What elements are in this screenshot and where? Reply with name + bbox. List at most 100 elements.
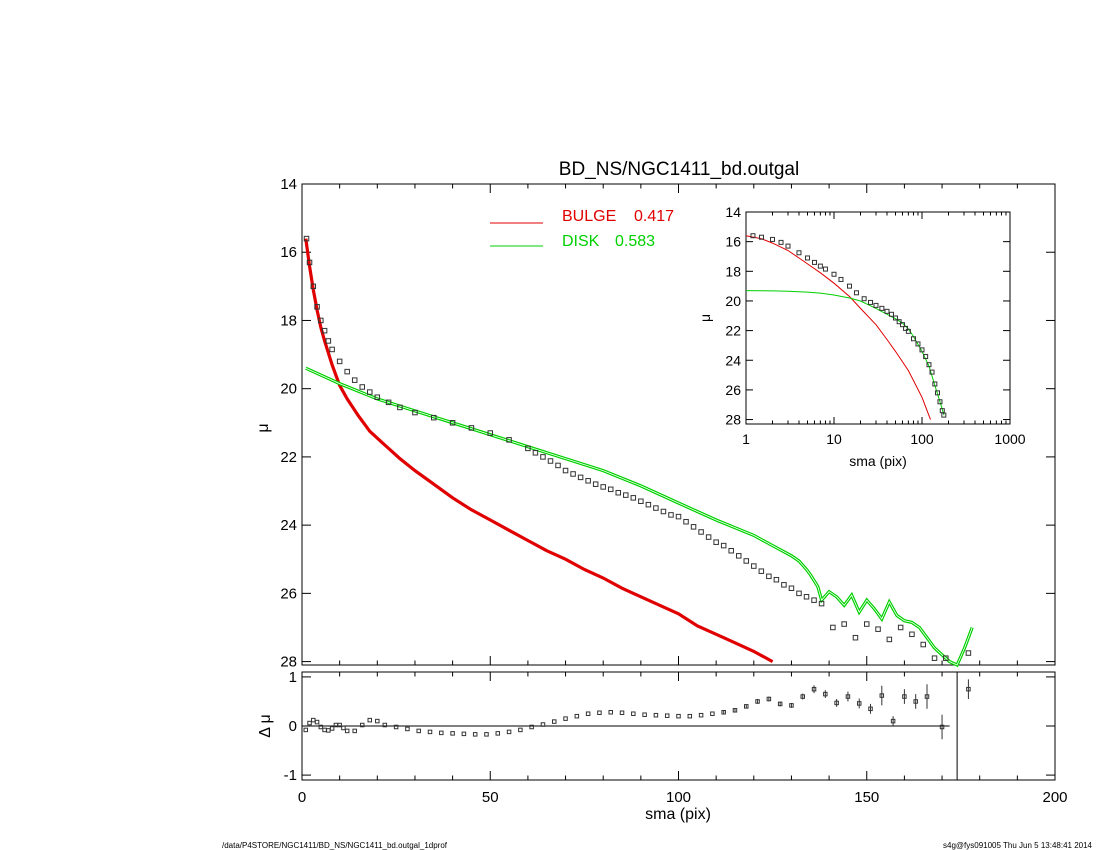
residual-data-point — [563, 716, 568, 721]
inset-y-axis-label: μ — [697, 314, 713, 322]
main-tick-labels: 14 16 18 20 22 24 26 28 — [280, 176, 297, 671]
residual-data-point — [314, 719, 320, 725]
residual-data-point — [540, 722, 546, 727]
main-data-point — [705, 534, 712, 540]
main-data-point — [367, 389, 373, 395]
main-data-point — [431, 414, 437, 421]
inset-data-point — [868, 299, 874, 305]
residual-data-point — [631, 711, 636, 716]
inset-y-tick-label: 14 — [725, 204, 741, 220]
residual-data-point — [966, 686, 971, 692]
residual-data-point — [472, 732, 478, 737]
main-data-point — [875, 626, 881, 632]
main-data-point — [615, 489, 622, 496]
chart-title: BD_NS/NGC1411_bd.outgal — [559, 159, 799, 180]
main-data-point — [306, 259, 313, 266]
main-data-point — [690, 524, 697, 530]
main-disk-line-highlight — [305, 367, 973, 666]
residual-data-point — [506, 729, 512, 735]
legend-bulge-value: 0.417 — [634, 208, 674, 225]
residual-data-point — [687, 713, 693, 719]
main-data-point — [788, 585, 795, 591]
main-data-point — [374, 394, 381, 400]
residual-data-point — [303, 727, 309, 733]
residual-data-point — [311, 717, 316, 723]
residual-data-point — [484, 732, 489, 737]
residual-data-point — [676, 713, 681, 719]
main-data-point — [555, 462, 561, 469]
main-y-tick-label: 22 — [280, 449, 297, 466]
main-data-point — [630, 495, 637, 501]
main-data-point — [570, 471, 576, 477]
main-data-point — [735, 553, 742, 559]
residual-x-tick-label: 200 — [1042, 789, 1067, 806]
residual-data-point — [800, 694, 805, 699]
main-data-point — [468, 425, 475, 431]
inset-x-tick-label: 1000 — [994, 431, 1025, 447]
main-data-point — [344, 368, 350, 375]
footer-timestamp: s4g@fys091005 Thu Jun 5 13:48:41 2014 — [943, 841, 1093, 850]
inset-data-point — [937, 399, 943, 405]
main-data-point — [897, 624, 904, 631]
residual-data-point — [574, 713, 580, 719]
main-data-point — [577, 474, 584, 481]
inset-data-point — [899, 322, 905, 328]
residual-data-point — [924, 694, 930, 699]
main-data-point — [525, 445, 531, 452]
inset-y-tick-label: 18 — [725, 263, 741, 279]
main-data-point — [653, 505, 659, 511]
residual-data-point — [834, 700, 839, 706]
residual-data-point — [879, 693, 885, 698]
main-data-point — [758, 568, 765, 574]
main-data-point — [668, 512, 674, 518]
inset-series-layer — [745, 233, 947, 420]
residual-data-point — [755, 699, 760, 704]
inset-data-point — [853, 290, 859, 296]
residual-data-point — [913, 699, 918, 704]
residual-data-point — [326, 728, 331, 733]
inset-data-point — [923, 354, 929, 360]
footer-file-path: /data/P4STORE/NGC1411/BD_NS/NGC1411_bd.o… — [222, 841, 448, 850]
residual-data-point — [845, 694, 851, 699]
main-data-point — [751, 563, 757, 569]
residual-x-tick-label: 50 — [482, 789, 499, 806]
residual-data-point — [890, 718, 896, 724]
residual-y-tick-label: 1 — [289, 669, 297, 686]
main-data-point — [585, 478, 591, 484]
main-data-point — [385, 399, 392, 406]
main-data-point — [592, 481, 599, 487]
main-data-point — [781, 582, 787, 588]
inset-data-point — [941, 412, 947, 418]
main-data-point — [864, 621, 870, 627]
main-data-point — [743, 558, 750, 564]
residual-data-point — [495, 731, 501, 736]
main-data-point — [506, 437, 512, 443]
main-data-point — [660, 508, 667, 515]
inset-data-point — [811, 259, 817, 265]
residual-data-point — [744, 704, 749, 709]
main-data-point — [830, 624, 836, 631]
residual-data-point — [766, 696, 772, 702]
residual-data-point — [307, 720, 312, 726]
main-data-point — [397, 404, 403, 411]
main-data-point — [909, 631, 915, 638]
main-ticks — [301, 183, 1056, 665]
main-data-point — [728, 547, 734, 554]
main-data-point — [540, 454, 546, 460]
inset-x-axis-label: sma (pix) — [849, 453, 907, 469]
inset-x-tick-label: 100 — [910, 431, 934, 447]
inset-bulge-line — [745, 235, 931, 420]
residual-data-point — [329, 726, 335, 731]
residual-data-point — [642, 712, 647, 717]
residual-tick-labels: 0 50 100 150 200-101 — [284, 669, 1068, 806]
residual-data-point — [653, 712, 659, 718]
main-data-point — [314, 304, 320, 310]
main-data-point — [943, 655, 949, 661]
inset-data-point — [817, 263, 823, 269]
residual-data-point — [344, 728, 350, 734]
main-data-point — [920, 641, 926, 648]
inset-data-point — [888, 311, 894, 317]
inset-tick-labels: 1 10 100 1000 14 16 18 20 22 24 26 28 — [725, 204, 1025, 447]
main-data-point — [562, 467, 569, 474]
